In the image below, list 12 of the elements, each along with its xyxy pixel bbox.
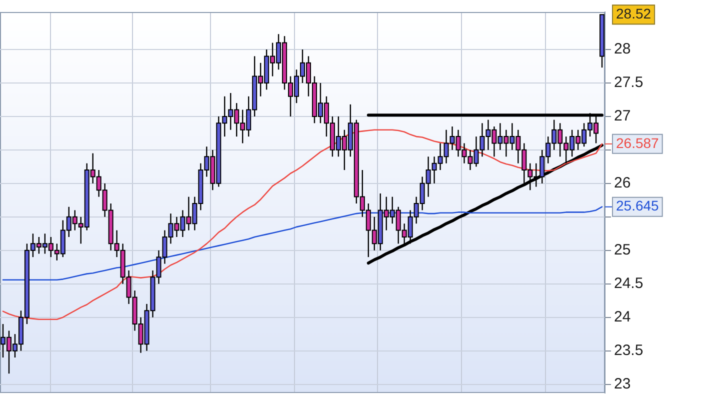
y-tick-label: 24.5 (614, 274, 644, 292)
text: 28.52 (616, 6, 652, 22)
y-tick-label: 27 (614, 108, 631, 125)
y-tick-label: 27.5 (614, 74, 644, 92)
text: 26.587 (616, 134, 660, 151)
y-tick-label: 25 (614, 242, 631, 259)
y-tick-label: 28 (614, 40, 631, 58)
y-tick-label: 24 (614, 308, 631, 326)
text: 25.645 (616, 198, 660, 214)
y-tick-label: 23 (614, 375, 631, 392)
y-tick-label: 26 (614, 174, 631, 192)
y-tick-label: 23.5 (614, 342, 644, 359)
